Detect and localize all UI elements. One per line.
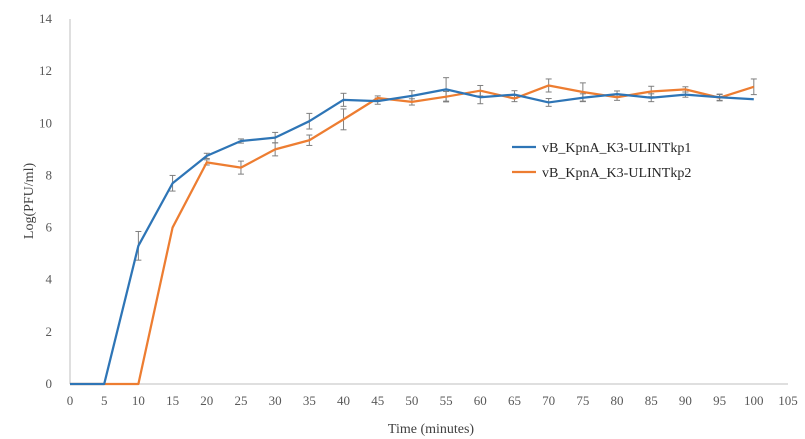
- legend: vB_KpnA_K3-ULINTkp1 vB_KpnA_K3-ULINTkp2: [512, 141, 691, 181]
- x-tick-label: 85: [645, 393, 658, 408]
- x-tick-label: 35: [303, 393, 316, 408]
- x-tick-label: 100: [744, 393, 764, 408]
- y-tick-label: 6: [46, 220, 53, 235]
- x-tick-label: 30: [269, 393, 282, 408]
- x-tick-label: 50: [405, 393, 418, 408]
- y-axis-title: Log(PFU/ml): [22, 163, 37, 240]
- x-tick-label: 0: [67, 393, 74, 408]
- plot-area: 0 2 4 6 8 10 12 14 0 5 10 15 20 25 30 35 40 45 50 55 60 65 70 7…: [39, 11, 798, 408]
- y-tick-label: 10: [39, 115, 52, 130]
- y-tick-label: 2: [46, 324, 53, 339]
- x-axis-title: Time (minutes): [388, 422, 475, 437]
- x-tick-label: 65: [508, 393, 521, 408]
- legend-label-2: vB_KpnA_K3-ULINTkp2: [542, 166, 691, 181]
- x-tick-label: 80: [611, 393, 624, 408]
- y-tick-label: 12: [39, 63, 52, 78]
- x-tick-label: 40: [337, 393, 350, 408]
- x-tick-label: 45: [371, 393, 384, 408]
- y-tick-label: 0: [46, 376, 53, 391]
- y-tick-label: 4: [46, 272, 53, 287]
- x-tick-label: 70: [542, 393, 555, 408]
- series-line-1: [70, 88, 754, 386]
- x-tick-label: 95: [713, 393, 726, 408]
- x-tick-label: 25: [234, 393, 247, 408]
- y-tick-label: 14: [39, 11, 53, 26]
- y-tick-label: 8: [46, 167, 53, 182]
- x-tick-label: 90: [679, 393, 692, 408]
- x-tick-label: 75: [576, 393, 589, 408]
- series-line-2: [70, 84, 755, 386]
- x-tick-label: 15: [166, 393, 179, 408]
- legend-label-1: vB_KpnA_K3-ULINTkp1: [542, 141, 691, 156]
- x-tick-label: 5: [101, 393, 108, 408]
- x-tick-label: 60: [474, 393, 487, 408]
- x-tick-label: 20: [200, 393, 213, 408]
- x-tick-label: 55: [440, 393, 453, 408]
- x-tick-label: 10: [132, 393, 145, 408]
- x-tick-label: 105: [778, 393, 798, 408]
